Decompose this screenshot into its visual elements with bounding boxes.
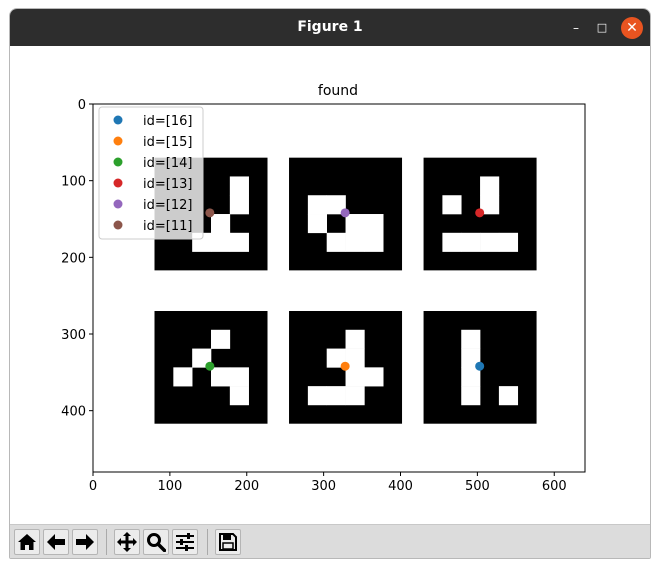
navigation-toolbar [10,524,650,558]
y-tick-label: 200 [61,251,86,266]
point-id=[15] [340,361,350,371]
legend-marker [113,220,123,230]
y-tick-label: 400 [61,405,86,420]
marker-cell [345,214,365,234]
marker-cell [307,214,327,234]
marker-cell [229,195,249,215]
x-tick-label: 400 [388,479,413,494]
marker-cell [480,176,500,196]
marker-cell [442,232,462,252]
point-id=[16] [475,361,485,371]
title-bar[interactable]: Figure 1 – □ ✕ [10,9,650,46]
back-button[interactable] [43,529,69,555]
x-tick-label: 300 [311,479,336,494]
marker-cell [211,367,231,387]
window-title: Figure 1 [297,19,363,35]
legend-marker [113,178,123,188]
marker-cell [442,195,462,215]
x-tick-label: 500 [465,479,490,494]
legend-marker [113,157,123,167]
configure-subplots-icon [176,533,194,551]
save-icon [219,533,237,551]
figure-canvas[interactable]: found 0 100 200 300 400 500 600 0 100 200 300 400 id… [10,46,650,524]
legend-label: id=[11] [143,219,192,234]
marker-cell [326,386,346,406]
marker-cell [364,214,384,234]
x-tick-label: 600 [542,479,567,494]
marker-cell [326,348,346,368]
axes-frame [92,103,586,473]
marker-cell [345,367,365,387]
point-id=[14] [205,361,215,371]
y-tick-label: 100 [61,175,86,190]
chart-title: found [318,83,358,99]
legend-label: id=[12] [143,198,192,213]
marker-cell [307,386,327,406]
pan-button[interactable] [114,529,140,555]
legend-label: id=[16] [143,114,192,129]
marker-cell [211,232,231,252]
zoom-icon [147,533,166,552]
marker-cell [461,348,481,368]
marker-cell [364,232,384,252]
toolbar-separator [106,529,107,555]
maximize-button[interactable]: □ [596,21,608,34]
pan-icon [117,532,137,552]
marker-cell [345,232,365,252]
marker-cell [173,367,193,387]
point-id=[13] [475,208,485,218]
y-tick-label: 0 [78,98,86,113]
marker-cell [229,367,249,387]
marker-cell [345,386,365,406]
point-id=[12] [340,208,350,218]
home-icon [18,534,36,550]
toolbar-separator [207,529,208,555]
x-tick-label: 0 [89,479,97,494]
marker-cell [326,195,346,215]
marker-cell [498,386,519,406]
y-tick-label: 300 [61,328,86,343]
marker-cell [480,195,500,215]
legend-label: id=[15] [143,135,192,150]
figure-window: Figure 1 – □ ✕ found 0 100 200 300 400 500 600… [9,8,651,559]
legend-label: id=[13] [143,177,192,192]
marker-cell [307,195,327,215]
marker-cell [211,214,231,234]
legend-marker [113,199,123,209]
marker-cell [211,329,231,349]
forward-button[interactable] [72,529,98,555]
marker-cell [498,232,519,252]
zoom-button[interactable] [143,529,169,555]
marker-cell [229,386,249,406]
legend-marker [113,115,123,125]
chart[interactable]: found 0 100 200 300 400 500 600 0 100 200 300 400 id… [10,46,650,524]
marker-cell [345,329,365,349]
marker-cell [480,232,500,252]
marker-cell [229,232,249,252]
legend-marker [113,136,123,146]
point-id=[11] [205,208,215,218]
marker-cell [461,329,481,349]
marker-cell [229,176,249,196]
x-tick-label: 100 [157,479,182,494]
marker-cell [461,367,481,387]
forward-icon [76,534,94,550]
marker-cell [345,348,365,368]
home-button[interactable] [14,529,40,555]
close-button[interactable]: ✕ [621,17,643,39]
marker-cell [192,348,212,368]
save-button[interactable] [215,529,241,555]
marker-cell [326,232,346,252]
minimize-button[interactable]: – [573,21,579,35]
marker-cell [461,232,481,252]
x-tick-label: 200 [234,479,259,494]
back-icon [47,534,65,550]
configure-subplots-button[interactable] [172,529,198,555]
legend [98,106,204,240]
marker-cell [364,367,384,387]
marker-cell [461,386,481,406]
legend-label: id=[14] [143,156,192,171]
